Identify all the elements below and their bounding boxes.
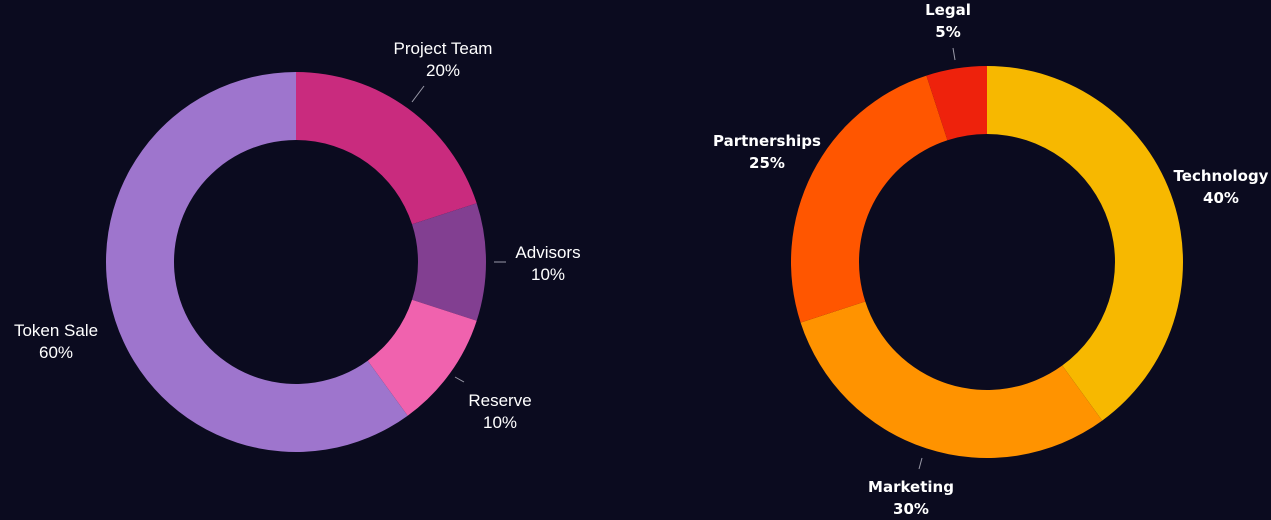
value-label-token-sale: 60%: [39, 343, 73, 362]
slice-legal[interactable]: [926, 66, 987, 141]
value-label-advisors: 10%: [531, 265, 565, 284]
slice-reserve[interactable]: [367, 299, 477, 416]
token-allocation-donut: Project Team 20% Advisors 10% Reserve 10% Toke…: [14, 39, 581, 452]
leader-line-marketing: [918, 457, 923, 470]
leader-line-project-team: [411, 85, 425, 103]
value-label-project-team: 20%: [426, 61, 460, 80]
slice-technology[interactable]: [987, 66, 1183, 421]
slice-token-sale[interactable]: [106, 72, 408, 452]
slice-partnerships[interactable]: [791, 75, 948, 323]
slice-project-team[interactable]: [296, 72, 477, 225]
value-label-technology: 40%: [1203, 189, 1239, 207]
label-marketing: Marketing: [868, 478, 954, 496]
leader-line-legal: [952, 47, 956, 61]
label-token-sale: Token Sale: [14, 321, 98, 340]
leader-line-reserve: [454, 376, 465, 383]
slice-advisors[interactable]: [412, 203, 487, 321]
label-legal: Legal: [925, 1, 971, 19]
value-label-marketing: 30%: [893, 500, 929, 518]
label-advisors: Advisors: [515, 243, 580, 262]
label-technology: Technology: [1174, 167, 1269, 185]
value-label-partnerships: 25%: [749, 154, 785, 172]
value-label-reserve: 10%: [483, 413, 517, 432]
value-label-legal: 5%: [935, 23, 960, 41]
fund-allocation-donut: Technology 40% Marketing 30% Partnerships 25%…: [713, 1, 1269, 518]
label-project-team: Project Team: [394, 39, 493, 58]
label-reserve: Reserve: [468, 391, 531, 410]
label-partnerships: Partnerships: [713, 132, 821, 150]
slice-marketing[interactable]: [800, 301, 1103, 458]
